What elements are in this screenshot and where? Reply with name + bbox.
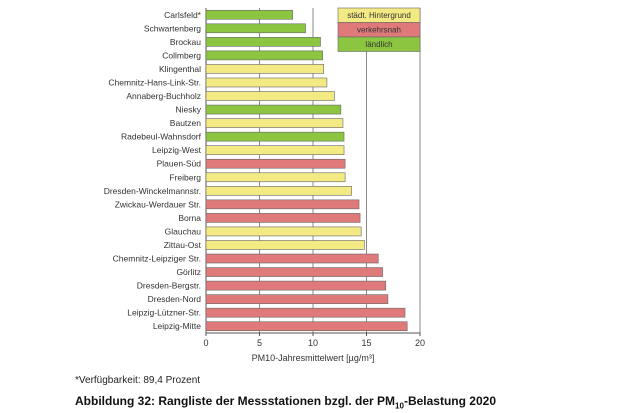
bar — [205, 50, 323, 61]
x-tick-label: 5 — [257, 338, 262, 348]
x-axis-label: PM10-Jahresmittelwert [µg/m³] — [252, 353, 375, 363]
bar — [205, 37, 321, 47]
y-tick-label: Annaberg-Buchholz — [126, 91, 201, 101]
y-tick-label: Freiberg — [169, 172, 201, 182]
y-tick-label: Bautzen — [170, 118, 201, 128]
y-tick-label: Görlitz — [176, 267, 201, 277]
y-tick-label: Plauen-Süd — [157, 159, 202, 169]
bar — [205, 91, 335, 101]
bar — [205, 9, 293, 20]
y-tick-label: Collmberg — [162, 50, 201, 60]
bar — [205, 131, 345, 142]
y-tick-label: Borna — [178, 213, 201, 223]
bar — [205, 253, 379, 264]
legend-label: ländlich — [365, 40, 392, 49]
bar — [205, 77, 328, 88]
bar — [205, 23, 306, 34]
figure-caption: Abbildung 32: Rangliste der Messstatione… — [75, 394, 496, 411]
y-tick-label: Carlsfeld* — [164, 10, 202, 20]
y-tick-label: Leipzig-Lützner-Str. — [127, 308, 201, 318]
bar — [205, 213, 361, 223]
bar — [205, 186, 352, 196]
footnote: *Verfügbarkeit: 89,4 Prozent — [75, 375, 201, 386]
bar-chart: 0 5 10 15 20 Carlsfeld* Schwartenberg Brockau Co… — [104, 7, 425, 363]
bar — [205, 294, 389, 304]
x-tick-label: 20 — [415, 338, 425, 348]
y-tick-label: Schwartenberg — [144, 23, 201, 33]
bar — [205, 118, 344, 128]
y-tick-label: Radebeul-Wahnsdorf — [121, 132, 202, 142]
bar — [205, 158, 346, 169]
y-tick-label: Leipzig-West — [152, 145, 202, 155]
bar — [205, 280, 387, 291]
y-tick-label: Leipzig-Mitte — [153, 321, 201, 331]
y-tick-label: Dresden-Bergstr. — [137, 281, 201, 291]
y-tick-label: Klingenthal — [159, 64, 201, 74]
y-tick-label: Dresden-Nord — [148, 294, 202, 304]
bar — [205, 104, 342, 115]
y-tick-label: Brockau — [170, 37, 201, 47]
bar — [205, 307, 406, 318]
bar — [205, 226, 362, 237]
y-tick-label: Chemnitz-Hans-Link-Str. — [108, 77, 201, 87]
y-tick-label: Chemnitz-Leipziger Str. — [113, 254, 201, 264]
y-tick-label: Glauchau — [165, 226, 202, 236]
bar — [205, 267, 383, 277]
x-tick-label: 0 — [203, 338, 208, 348]
bar — [205, 64, 324, 74]
y-tick-label: Zittau-Ost — [164, 240, 202, 250]
bar — [205, 172, 346, 183]
x-tick-label: 10 — [308, 338, 318, 348]
y-tick-label: Niesky — [175, 105, 201, 115]
y-tick-label: Dresden-Winckelmannstr. — [104, 186, 201, 196]
y-tick-label: Zwickau-Werdauer Str. — [115, 199, 201, 209]
bar — [205, 145, 345, 155]
bar — [205, 321, 408, 332]
legend-swatch — [337, 36, 421, 52]
x-tick-label: 15 — [361, 338, 371, 348]
bar — [205, 199, 360, 210]
bar — [205, 240, 365, 250]
legend-label: verkehrsnah — [357, 26, 401, 35]
legend-label: städt. Hintergrund — [347, 11, 411, 20]
